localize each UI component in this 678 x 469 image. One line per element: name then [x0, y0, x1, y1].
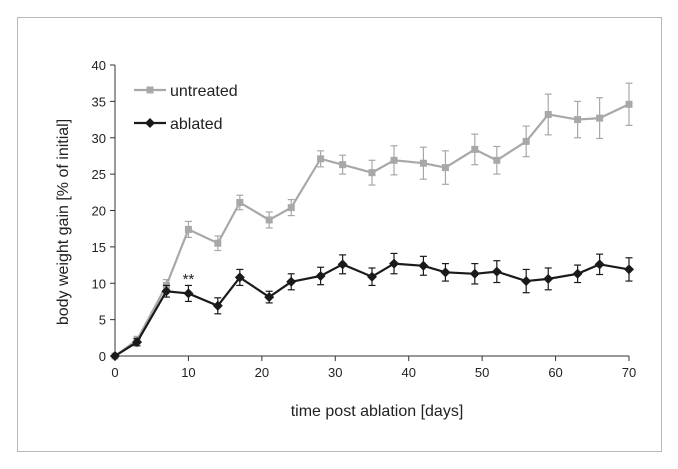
x-tick-label: 50 — [475, 365, 489, 380]
data-point-untreated — [419, 159, 427, 167]
series-untreated — [111, 82, 633, 360]
legend-label: untreated — [170, 83, 238, 100]
x-tick-label: 10 — [181, 365, 195, 380]
data-point-ablated — [315, 270, 326, 281]
data-point-untreated — [339, 161, 347, 169]
y-tick-label: 35 — [92, 94, 106, 109]
data-point-ablated — [521, 276, 532, 287]
data-point-ablated — [418, 260, 429, 271]
series-layer — [110, 82, 634, 361]
y-tick-label: 30 — [92, 131, 106, 146]
data-point-ablated — [264, 292, 275, 303]
data-point-ablated — [389, 258, 400, 269]
x-axis-label: time post ablation [days] — [291, 403, 464, 420]
y-tick-label: 40 — [92, 58, 106, 73]
data-point-untreated — [184, 225, 192, 233]
data-point-ablated — [491, 266, 502, 277]
data-point-ablated — [594, 259, 605, 270]
data-point-untreated — [625, 100, 633, 108]
y-tick-label: 5 — [99, 313, 106, 328]
legend-item-untreated: untreated — [134, 83, 238, 100]
data-point-ablated — [161, 286, 172, 297]
x-tick-label: 20 — [255, 365, 269, 380]
x-tick-label: 0 — [111, 365, 118, 380]
y-tick-label: 15 — [92, 240, 106, 255]
data-point-untreated — [574, 116, 582, 124]
data-point-ablated — [543, 273, 554, 284]
data-point-untreated — [214, 239, 222, 247]
y-axis-label: body weight gain [% of initial] — [55, 119, 72, 325]
data-point-ablated — [183, 288, 194, 299]
data-point-untreated — [544, 110, 552, 118]
data-point-untreated — [390, 156, 398, 164]
data-point-untreated — [522, 137, 530, 145]
data-point-untreated — [317, 155, 325, 163]
data-point-ablated — [440, 267, 451, 278]
significance-annotation: ** — [183, 271, 195, 288]
y-tick-label: 10 — [92, 276, 106, 291]
data-point-ablated — [212, 300, 223, 311]
data-point-ablated — [286, 276, 297, 287]
data-point-ablated — [572, 268, 583, 279]
y-tick-label: 0 — [99, 349, 106, 364]
x-tick-label: 40 — [401, 365, 415, 380]
data-point-untreated — [596, 114, 604, 122]
legend-item-ablated: ablated — [134, 116, 223, 133]
axes: 0 10 20 30 40 50 60 70 0 5 10 15 20 25 30 35 40 — [92, 58, 637, 380]
data-point-ablated — [367, 271, 377, 282]
data-point-untreated — [287, 204, 295, 212]
body-weight-chart: 0 10 20 30 40 50 60 70 0 5 10 15 20 25 30 35 40 ** untre… — [55, 58, 637, 420]
data-point-untreated — [441, 164, 449, 172]
data-point-untreated — [493, 156, 501, 164]
data-point-ablated — [469, 268, 480, 279]
data-point-untreated — [471, 145, 479, 153]
legend-label: ablated — [170, 116, 223, 133]
legend-swatch-marker — [146, 86, 154, 94]
data-point-ablated — [132, 337, 143, 348]
legend: untreated ablated — [134, 83, 238, 133]
data-point-untreated — [265, 216, 273, 224]
data-point-untreated — [236, 198, 244, 206]
data-point-ablated — [110, 351, 120, 361]
legend-swatch-marker — [145, 118, 155, 128]
data-point-ablated — [337, 259, 348, 270]
figure-panel: 0 10 20 30 40 50 60 70 0 5 10 15 20 25 30 35 40 ** untre… — [17, 17, 662, 452]
data-point-ablated — [234, 272, 245, 283]
annotation-layer: ** — [183, 271, 195, 288]
series-ablated — [110, 252, 634, 361]
y-tick-label: 25 — [92, 167, 106, 182]
y-tick-label: 20 — [92, 204, 106, 219]
data-point-ablated — [624, 264, 634, 275]
x-tick-label: 60 — [548, 365, 562, 380]
data-point-untreated — [368, 169, 376, 177]
x-tick-label: 70 — [622, 365, 636, 380]
series-line-untreated — [114, 103, 630, 357]
x-tick-label: 30 — [328, 365, 342, 380]
